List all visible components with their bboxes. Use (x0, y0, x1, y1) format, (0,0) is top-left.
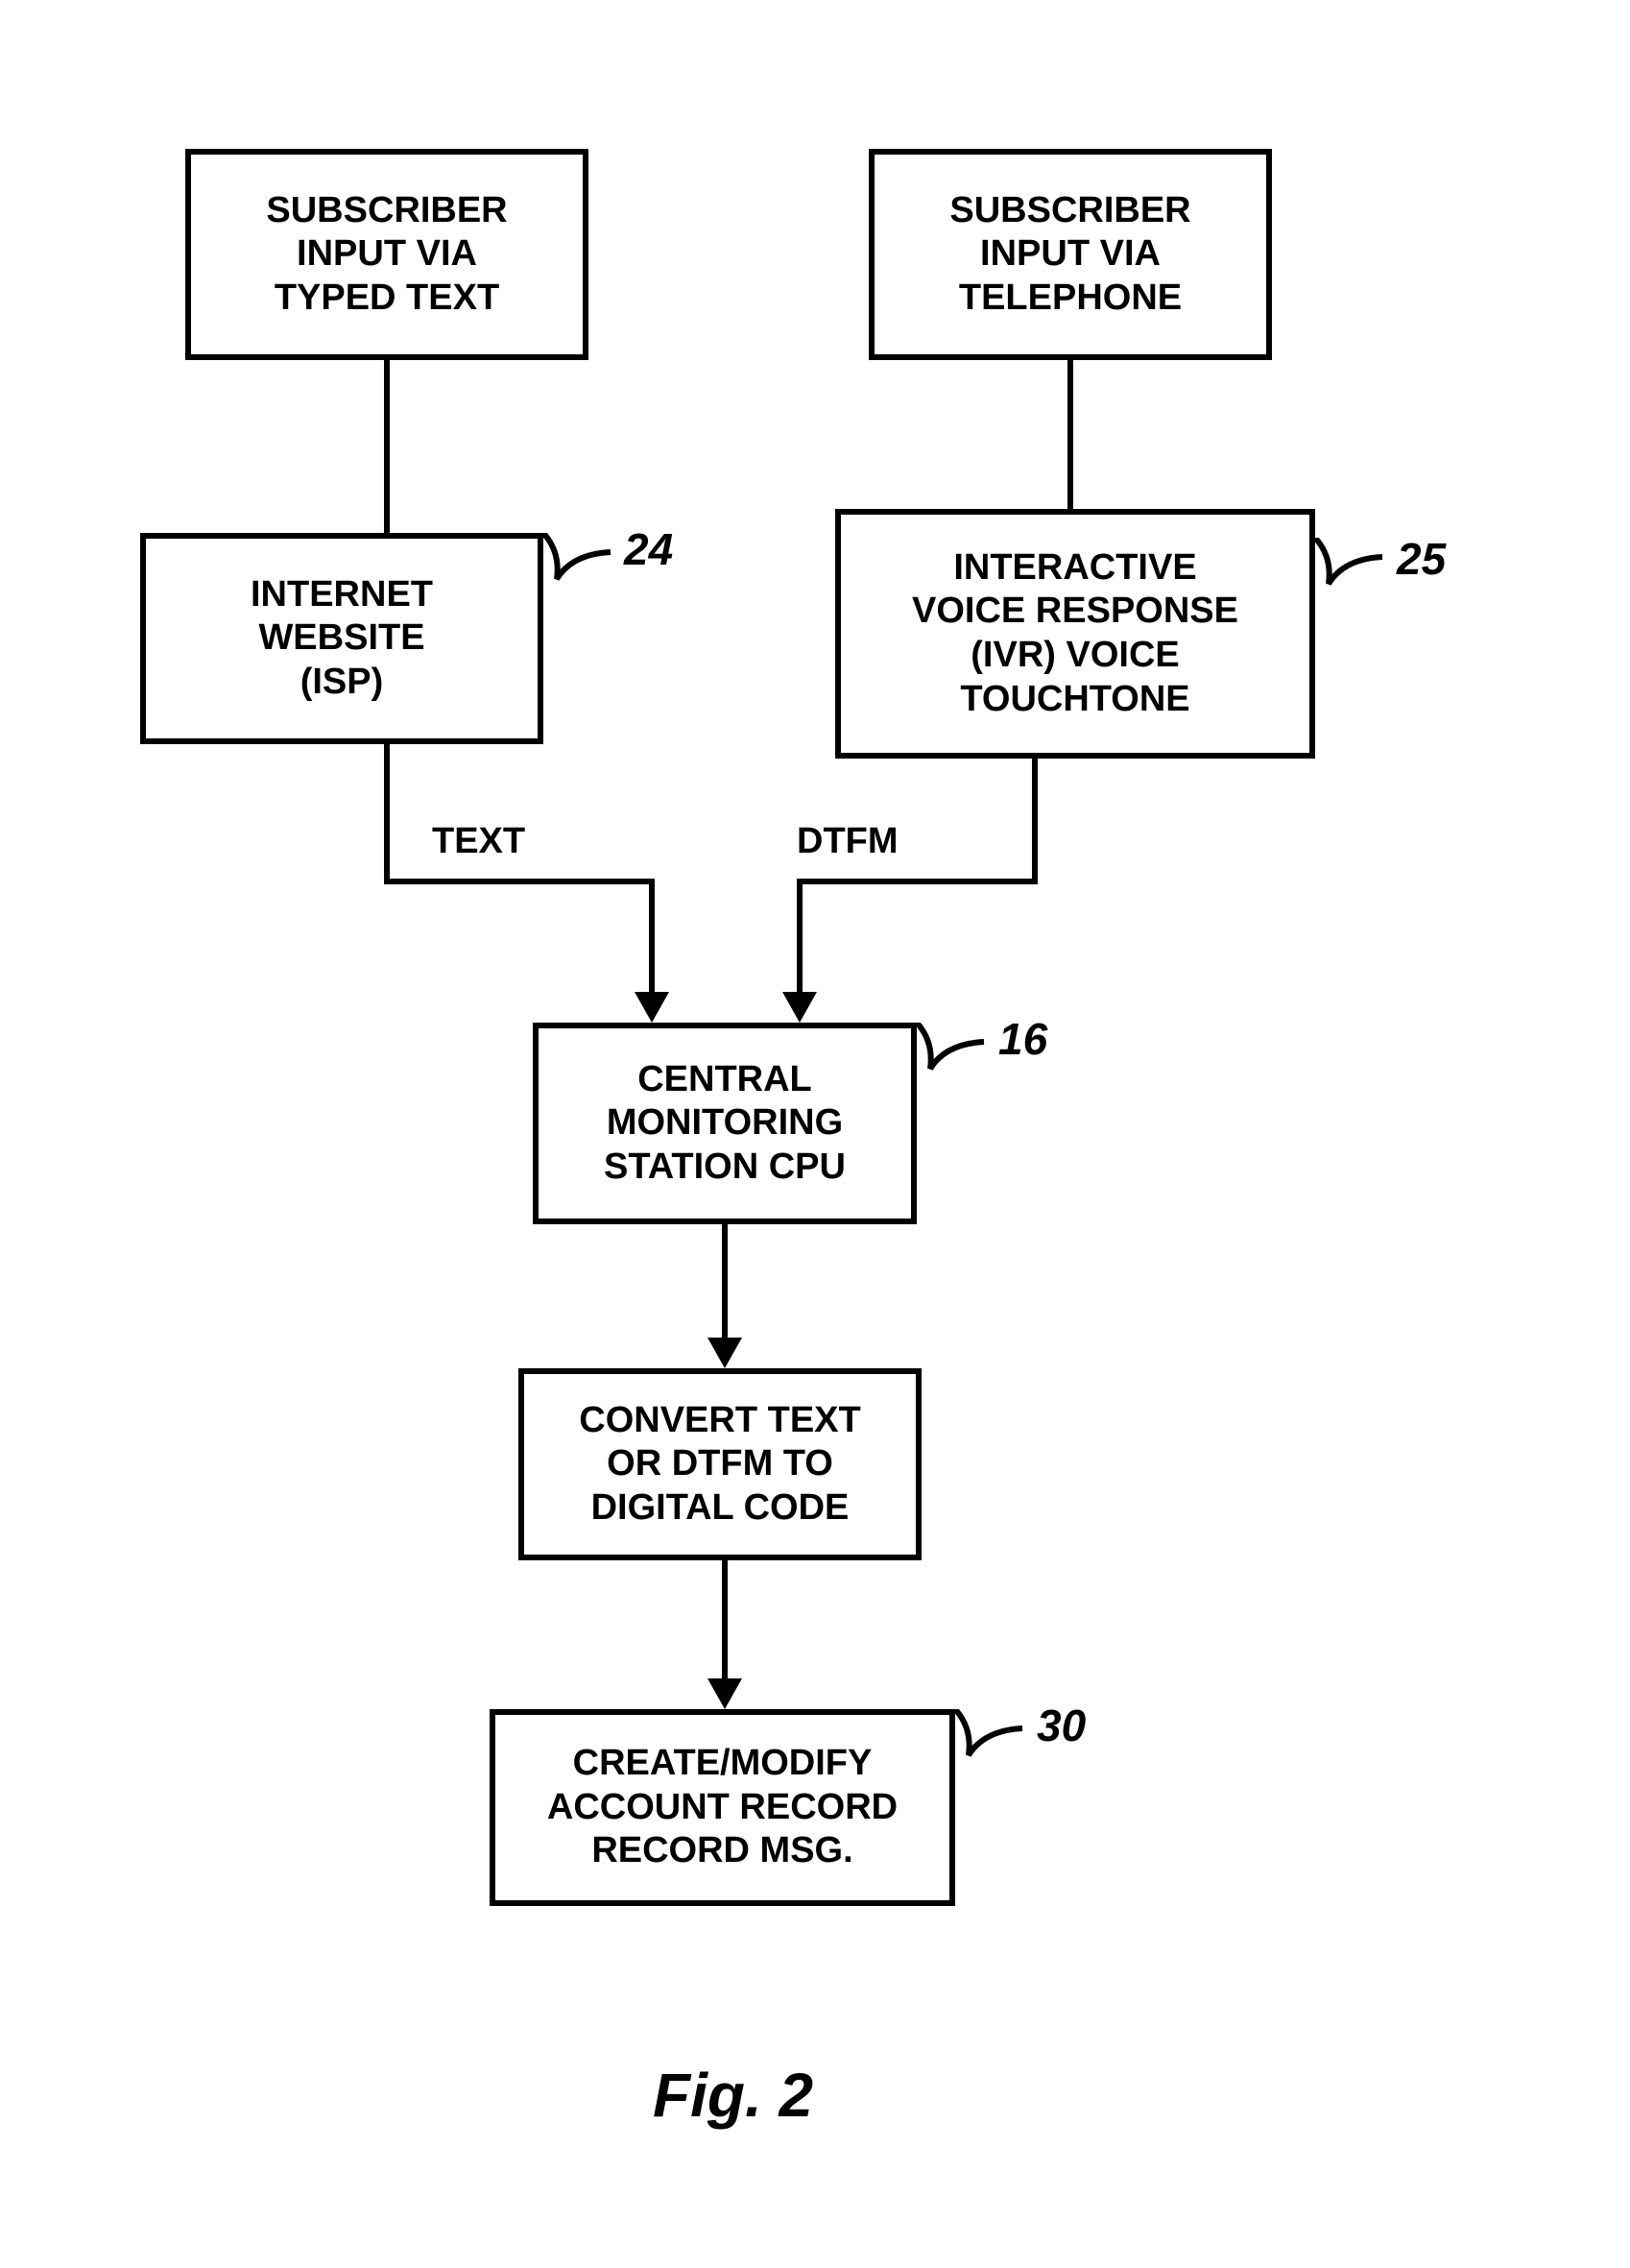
node-line: OR DTFM TO (607, 1442, 833, 1486)
node-line: VOICE RESPONSE (912, 590, 1238, 634)
node-ivr: INTERACTIVE VOICE RESPONSE (IVR) VOICE T… (835, 509, 1315, 759)
edge-label-dtfm: DTFM (797, 821, 899, 862)
node-line: TYPED TEXT (275, 277, 499, 321)
ref-tick-25 (1315, 538, 1392, 615)
edge-n2-n4 (1067, 360, 1073, 509)
ref-24: 24 (624, 523, 673, 575)
node-internet-website: INTERNET WEBSITE (ISP) (140, 533, 543, 744)
node-line: RECORD MSG. (591, 1829, 852, 1873)
node-line: SUBSCRIBER (949, 189, 1190, 233)
node-create-modify: CREATE/MODIFY ACCOUNT RECORD RECORD MSG. (490, 1709, 955, 1906)
node-line: TOUCHTONE (960, 678, 1189, 722)
node-line: INPUT VIA (297, 232, 477, 277)
edge-n4-n5-h (797, 879, 1038, 884)
node-line: CREATE/MODIFY (573, 1742, 873, 1786)
node-subscriber-text: SUBSCRIBER INPUT VIA TYPED TEXT (185, 149, 588, 360)
edge-n6-n7-arrow (707, 1678, 742, 1709)
edge-n3-n5-h (384, 879, 655, 884)
edge-n3-n5-v1 (384, 744, 390, 879)
node-line: CENTRAL (637, 1058, 812, 1102)
edge-n4-n5-v2 (797, 879, 803, 994)
node-line: SUBSCRIBER (266, 189, 507, 233)
edge-n5-n6 (722, 1224, 728, 1339)
edge-n1-n3 (384, 360, 390, 533)
node-line: WEBSITE (258, 616, 424, 661)
edge-n6-n7 (722, 1560, 728, 1680)
node-subscriber-phone: SUBSCRIBER INPUT VIA TELEPHONE (869, 149, 1272, 360)
ref-tick-24 (543, 533, 620, 610)
ref-25: 25 (1397, 533, 1446, 585)
node-line: ACCOUNT RECORD (547, 1786, 898, 1830)
node-line: CONVERT TEXT (579, 1399, 860, 1443)
ref-tick-30 (955, 1709, 1032, 1786)
edge-label-text: TEXT (432, 821, 525, 862)
node-line: INPUT VIA (980, 232, 1161, 277)
edge-n3-n5-v2 (649, 879, 655, 994)
node-line: (ISP) (300, 661, 384, 705)
ref-30: 30 (1037, 1700, 1086, 1751)
node-line: INTERACTIVE (953, 546, 1196, 591)
ref-tick-16 (917, 1023, 994, 1099)
ref-16: 16 (998, 1013, 1047, 1065)
node-line: (IVR) VOICE (971, 634, 1179, 678)
node-line: TELEPHONE (959, 277, 1182, 321)
edge-n4-n5-arrow (782, 992, 817, 1023)
node-convert: CONVERT TEXT OR DTFM TO DIGITAL CODE (518, 1368, 922, 1560)
edge-n3-n5-arrow (635, 992, 669, 1023)
node-line: MONITORING (607, 1101, 843, 1146)
edge-n5-n6-arrow (707, 1338, 742, 1368)
node-line: DIGITAL CODE (591, 1486, 850, 1531)
edge-n4-n5-v1 (1032, 759, 1038, 879)
node-line: STATION CPU (604, 1146, 846, 1190)
node-line: INTERNET (251, 573, 433, 617)
figure-caption: Fig. 2 (653, 2060, 813, 2131)
node-central-cpu: CENTRAL MONITORING STATION CPU (533, 1023, 917, 1224)
